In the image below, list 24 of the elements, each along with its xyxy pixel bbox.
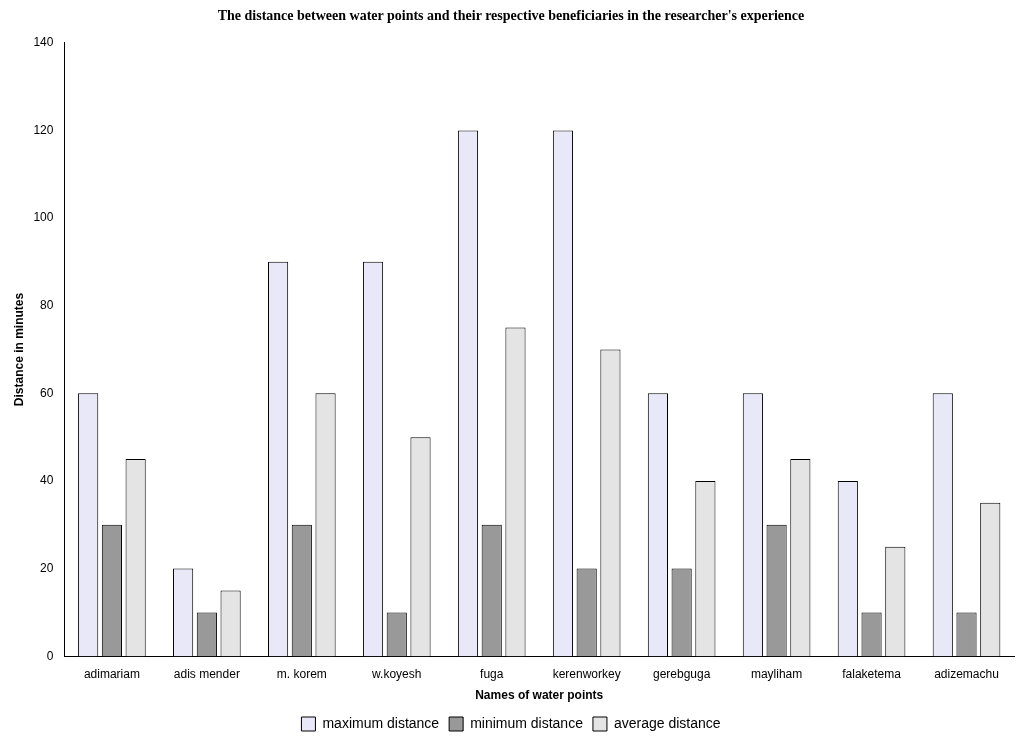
legend-label: minimum distance xyxy=(470,714,584,731)
y-tick-label: 120 xyxy=(33,122,54,137)
y-tick-label: 60 xyxy=(40,385,54,400)
x-tick-label: w.koyesh xyxy=(371,666,422,681)
y-tick-label: 20 xyxy=(40,560,54,575)
x-tick-label: falaketema xyxy=(842,666,902,681)
x-tick-label: kerenworkey xyxy=(552,666,621,681)
x-tick-label: mayliham xyxy=(750,666,803,681)
y-tick-label: 40 xyxy=(40,473,54,488)
legend-label: average distance xyxy=(613,714,721,731)
y-axis-title: Distance in minutes xyxy=(11,292,26,407)
x-tick-label: gerebguga xyxy=(652,666,711,681)
x-tick-label: adimariam xyxy=(83,666,140,681)
y-tick-label: 100 xyxy=(33,210,54,225)
y-tick-label: 80 xyxy=(40,298,54,312)
x-tick-label: adis mender xyxy=(173,666,240,681)
x-tick-label: m. korem xyxy=(276,666,327,681)
chart-title: The distance between water points and their respective beneficiaries in the researcher's experience xyxy=(217,8,805,24)
y-tick-label: 0 xyxy=(46,648,54,663)
x-tick-label: adizemachu xyxy=(934,666,999,681)
legend-label: maximum distance xyxy=(322,714,440,731)
x-tick-label: fuga xyxy=(480,666,504,681)
x-axis-title: Names of water points xyxy=(475,688,604,703)
y-tick-label: 140 xyxy=(33,35,54,50)
